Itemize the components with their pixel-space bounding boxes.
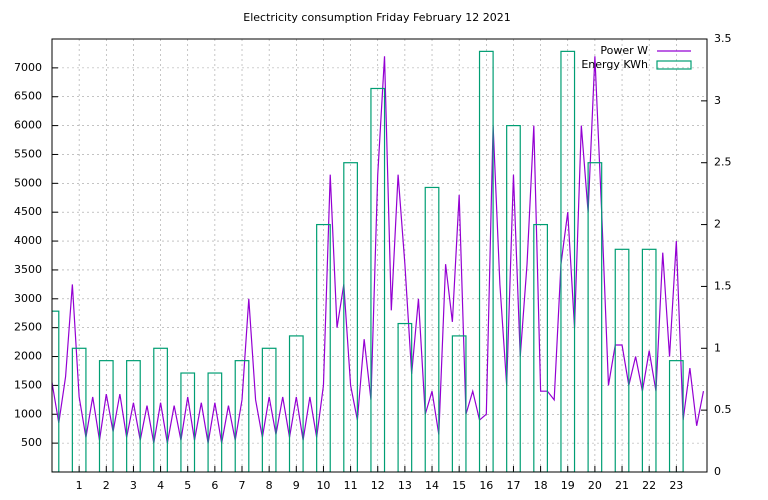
y-tick-label: 1000	[14, 407, 42, 420]
y-tick-label: 1500	[14, 378, 42, 391]
x-tick-label: 7	[239, 479, 246, 492]
x-tick-label: 3	[130, 479, 137, 492]
y-tick-label: 6500	[14, 90, 42, 103]
y2-tick-label: 0.5	[714, 403, 732, 416]
x-tick-label: 1	[76, 479, 83, 492]
energy-bar	[180, 372, 196, 472]
x-tick-label: 2	[103, 479, 110, 492]
y2-tick-label: 3	[714, 94, 721, 107]
y-tick-label: 5000	[14, 176, 42, 189]
energy-bar	[52, 310, 60, 472]
y2-tick-label: 1	[714, 341, 721, 354]
y-tick-label: 5500	[14, 147, 42, 160]
energy-bar	[207, 372, 223, 472]
y-tick-label: 6000	[14, 119, 42, 132]
x-tick-label: 21	[615, 479, 629, 492]
x-tick-label: 9	[293, 479, 300, 492]
y2-tick-label: 2	[714, 218, 721, 231]
y-tick-label: 3000	[14, 292, 42, 305]
plot-frame	[51, 38, 708, 473]
x-tick-label: 14	[425, 479, 439, 492]
energy-bar	[614, 248, 630, 472]
chart-title: Electricity consumption Friday February …	[243, 11, 510, 24]
energy-bar	[641, 248, 657, 472]
energy-bar	[478, 50, 494, 472]
x-tick-label: 13	[398, 479, 412, 492]
y-tick-label: 7000	[14, 61, 42, 74]
x-tick-label: 4	[157, 479, 164, 492]
energy-bar	[560, 50, 576, 472]
y-tick-label: 4500	[14, 205, 42, 218]
x-tick-label: 20	[588, 479, 602, 492]
x-tick-label: 6	[211, 479, 218, 492]
x-tick-label: 10	[316, 479, 330, 492]
x-tick-label: 23	[669, 479, 683, 492]
x-tick-label: 17	[506, 479, 520, 492]
x-tick-label: 11	[344, 479, 358, 492]
y-tick-label: 3500	[14, 263, 42, 276]
legend-label: Power W	[600, 44, 648, 57]
energy-bar	[533, 223, 548, 472]
energy-bar	[316, 223, 331, 472]
legend-swatch	[656, 60, 692, 70]
y2-tick-label: 3.5	[714, 32, 732, 45]
energy-bar	[370, 87, 386, 472]
x-tick-label: 15	[452, 479, 466, 492]
y-tick-label: 2500	[14, 321, 42, 334]
y2-tick-label: 0	[714, 465, 721, 478]
y-tick-label: 4000	[14, 234, 42, 247]
x-tick-label: 18	[534, 479, 548, 492]
y2-tick-label: 1.5	[714, 279, 732, 292]
x-tick-label: 8	[266, 479, 273, 492]
y2-tick-label: 2.5	[714, 156, 732, 169]
energy-bar	[288, 335, 304, 472]
x-tick-label: 19	[561, 479, 575, 492]
legend-label: Energy KWh	[581, 58, 648, 71]
x-tick-label: 22	[642, 479, 656, 492]
x-tick-label: 16	[479, 479, 493, 492]
y-tick-label: 2000	[14, 350, 42, 363]
x-tick-label: 5	[184, 479, 191, 492]
x-tick-label: 12	[371, 479, 385, 492]
y-tick-label: 500	[21, 436, 42, 449]
power-line	[52, 56, 705, 444]
